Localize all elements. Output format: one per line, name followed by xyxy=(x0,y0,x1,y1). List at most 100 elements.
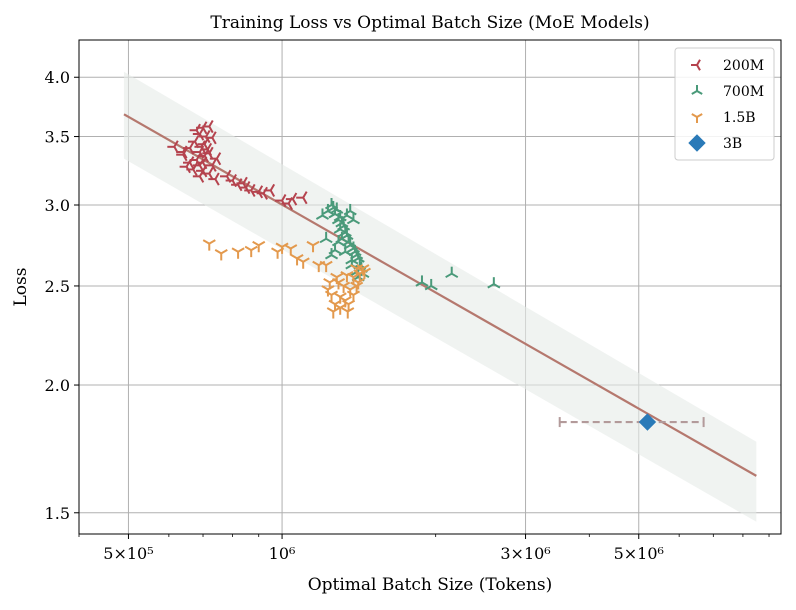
legend-label: 700M xyxy=(723,84,764,100)
point-1_5b-stroke xyxy=(339,292,347,298)
y-tick-label: 2.0 xyxy=(45,376,70,395)
point-1_5b-stroke xyxy=(353,269,361,275)
legend-box xyxy=(674,47,775,161)
point-700m-stroke xyxy=(349,210,357,216)
point-200m-stroke xyxy=(226,169,232,177)
point-700m xyxy=(338,244,352,257)
point-200m-stroke xyxy=(194,135,200,143)
point-200m-stroke xyxy=(206,142,213,150)
point-200m-stroke xyxy=(242,182,248,190)
point-1_5b-stroke xyxy=(329,278,337,284)
point-200m xyxy=(263,183,276,197)
point-700m-stroke xyxy=(321,210,329,216)
y-tick-label: 2.5 xyxy=(45,277,70,296)
point-1_5b-stroke xyxy=(237,247,245,253)
point-700m-stroke xyxy=(345,259,353,265)
legend-marker-200m-stroke xyxy=(696,64,701,71)
legend-marker-3b xyxy=(688,134,706,152)
point-700m-stroke xyxy=(343,210,351,216)
point-200m xyxy=(236,176,248,190)
point-1_5b-stroke xyxy=(363,267,371,273)
x-tick-label: 5×10⁵ xyxy=(103,544,153,563)
point-700m-stroke xyxy=(493,283,501,289)
point-200m-stroke xyxy=(185,160,191,168)
y-tick-label: 4.0 xyxy=(45,68,70,87)
point-1_5b xyxy=(296,257,310,269)
point-1_5b-stroke xyxy=(333,303,341,309)
point-200m-stroke xyxy=(189,141,195,149)
point-700m-stroke xyxy=(346,247,354,253)
point-1_5b-stroke xyxy=(344,296,352,302)
point-1_5b-stroke xyxy=(343,281,351,287)
point-1_5b-stroke xyxy=(346,290,354,296)
point-200m-stroke xyxy=(269,183,276,191)
y-axis-label: Loss xyxy=(11,268,31,307)
point-1_5b xyxy=(306,240,320,253)
point-700m-stroke xyxy=(331,254,339,260)
point-700m-stroke xyxy=(346,214,354,220)
point-200m xyxy=(176,148,188,162)
point-200m-stroke xyxy=(292,192,298,200)
point-200m-stroke xyxy=(242,176,248,184)
point-200m-stroke xyxy=(173,140,179,148)
point-700m xyxy=(487,277,501,289)
point-200m-stroke xyxy=(202,164,208,172)
point-200m-stroke xyxy=(208,146,214,154)
point-200m-stroke xyxy=(287,203,293,211)
point-1_5b-stroke xyxy=(319,260,327,266)
point-200m-stroke xyxy=(198,145,205,153)
point-700m-stroke xyxy=(350,271,358,277)
point-200m xyxy=(208,172,220,186)
point-1_5b-stroke xyxy=(326,307,334,313)
y-tick-label: 1.5 xyxy=(45,504,70,523)
point-1_5b xyxy=(319,260,333,273)
point-200m-stroke xyxy=(200,140,206,148)
point-200m-stroke xyxy=(208,167,214,175)
point-200m-stroke xyxy=(211,164,217,172)
point-700m-stroke xyxy=(315,214,323,220)
point-200m xyxy=(167,140,179,154)
point-1_5b-stroke xyxy=(341,307,349,313)
point-1_5b-stroke xyxy=(244,245,252,251)
point-200m-stroke xyxy=(203,149,209,157)
point-1_5b-stroke xyxy=(351,278,359,284)
point-1_5b xyxy=(252,240,266,253)
point-1_5b xyxy=(244,245,258,258)
point-700m-stroke xyxy=(331,219,340,225)
point-700m-stroke xyxy=(319,237,327,244)
point-700m-stroke xyxy=(328,213,336,219)
point-200m-stroke xyxy=(302,191,308,199)
legend: 200M 700M 1.5B 3B xyxy=(674,47,775,161)
point-200m-stroke xyxy=(182,148,188,156)
point-200m-stroke xyxy=(173,146,179,154)
point-1_5b-stroke xyxy=(296,257,304,263)
legend-marker-200m xyxy=(691,59,701,71)
point-1_5b-stroke xyxy=(312,260,320,266)
point-200m xyxy=(209,152,222,166)
point-700m xyxy=(319,231,333,244)
y-tick-label: 3.5 xyxy=(45,128,70,147)
x-tick-label: 3×10⁶ xyxy=(500,544,550,563)
point-700m xyxy=(424,278,438,291)
point-200m-stroke xyxy=(208,126,214,134)
point-1_5b xyxy=(284,244,298,256)
point-200m-stroke xyxy=(182,145,188,153)
point-1_5b-stroke xyxy=(321,285,329,291)
point-200m-stroke xyxy=(198,175,205,183)
point-700m-stroke xyxy=(351,259,359,265)
x-axis-label: Optimal Batch Size (Tokens) xyxy=(308,575,553,595)
point-200m-stroke xyxy=(189,162,195,170)
point-1_5b xyxy=(346,290,361,302)
point-1_5b-stroke xyxy=(312,240,320,247)
point-700m-stroke xyxy=(421,281,429,287)
point-200m-stroke xyxy=(189,147,195,155)
fit-line-layer xyxy=(123,113,757,477)
point-700m-stroke xyxy=(326,207,334,213)
point-1_5b-stroke xyxy=(324,290,333,296)
point-1_5b xyxy=(231,247,245,259)
point-700m xyxy=(346,213,361,225)
point-1_5b-stroke xyxy=(328,299,336,305)
point-200m-stroke xyxy=(211,137,217,145)
point-1_5b-stroke xyxy=(306,240,314,247)
point-200m-stroke xyxy=(257,185,264,193)
